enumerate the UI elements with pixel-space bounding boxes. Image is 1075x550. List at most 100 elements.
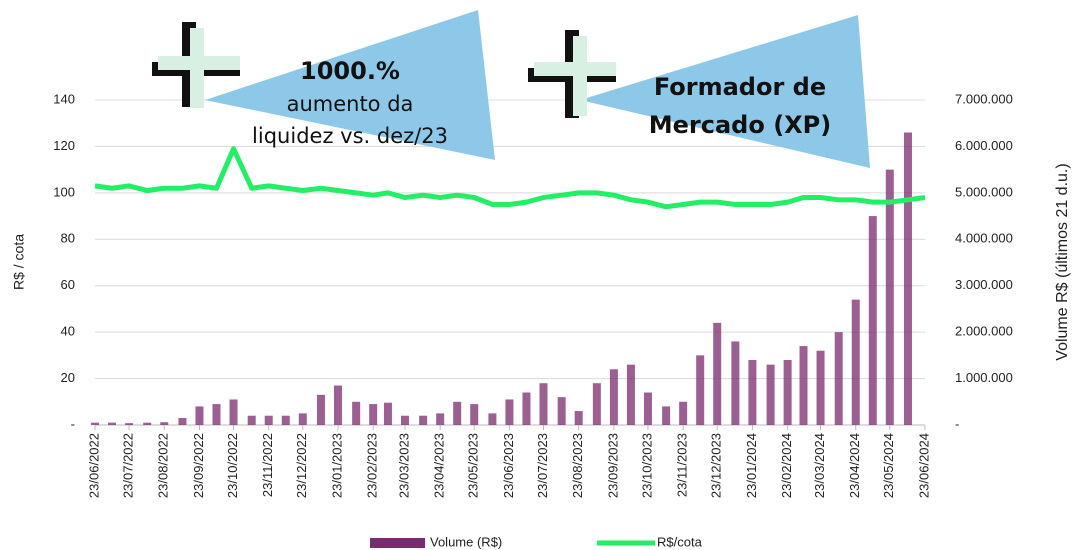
bar: [748, 360, 757, 425]
bar: [696, 355, 705, 425]
bar: [108, 422, 117, 425]
legend-label: R$/cota: [657, 534, 703, 549]
bar: [419, 415, 428, 425]
bar: [626, 364, 635, 425]
x-tick-label: 23/06/2022: [86, 433, 101, 498]
x-tick-label: 23/11/2022: [260, 433, 275, 497]
y2-tick-label: 4.000.000: [955, 231, 1013, 246]
bar: [298, 413, 307, 425]
x-tick-label: 23/06/2024: [916, 433, 931, 498]
bar: [574, 411, 583, 425]
x-tick-label: 23/10/2022: [225, 433, 240, 498]
y-tick-label: 120: [53, 138, 75, 153]
bar: [91, 422, 99, 425]
bar: [195, 406, 204, 425]
legend-label: Volume (R$): [430, 534, 502, 549]
bar: [143, 422, 152, 425]
x-tick-label: 23/04/2023: [432, 433, 447, 498]
annotation: Formador de: [654, 73, 826, 101]
bar: [713, 322, 722, 425]
line: [94, 146, 926, 210]
annotation: Mercado (XP): [649, 111, 831, 139]
bar: [436, 413, 445, 425]
bar: [799, 346, 808, 425]
bar: [400, 415, 409, 425]
y-tick-label: 40: [61, 324, 75, 339]
bar: [125, 423, 134, 425]
bar: [488, 413, 497, 425]
bar: [868, 216, 877, 425]
x-tick-label: 23/09/2023: [605, 433, 620, 498]
x-tick-label: 23/05/2023: [466, 433, 481, 498]
bar: [522, 392, 531, 425]
y2-tick-label: 6.000.000: [955, 138, 1013, 153]
bar: [281, 415, 290, 425]
y2-tick-label: 7.000.000: [955, 91, 1013, 106]
x-tick-label: 23/05/2024: [881, 433, 896, 498]
bar: [662, 406, 671, 425]
y2-axis-title: Volume R$ (últimos 21 d.u.): [1054, 163, 1071, 360]
bar: [247, 415, 256, 425]
bar: [316, 394, 325, 425]
x-tick-label: 23/03/2023: [396, 433, 411, 498]
x-tick-label: 23/01/2024: [744, 433, 759, 498]
bar: [264, 415, 273, 425]
x-tick-label: 23/12/2022: [294, 433, 309, 498]
bar: [834, 332, 843, 425]
bar: [539, 383, 548, 425]
bar: [229, 399, 238, 425]
bar: [160, 422, 169, 425]
x-tick-label: 23/08/2022: [156, 433, 171, 498]
y2-tick-label: 3.000.000: [955, 277, 1013, 292]
bar: [453, 401, 462, 425]
annotation: liquidez vs. dez/23: [252, 124, 448, 148]
bar: [333, 385, 342, 425]
annotation: 1000.%: [300, 57, 400, 85]
y2-tick-label: 5.000.000: [955, 184, 1013, 199]
y-tick-label: 20: [61, 370, 75, 385]
annotation: aumento da: [287, 92, 414, 116]
bar: [505, 399, 514, 425]
bar: [903, 132, 912, 425]
bar: [731, 341, 740, 425]
y2-tick-label: 2.000.000: [955, 324, 1013, 339]
x-tick-label: 23/10/2023: [639, 433, 654, 498]
callout-2: [528, 15, 870, 168]
y-tick-label: 100: [53, 184, 75, 199]
x-tick-label: 23/11/2023: [675, 433, 690, 497]
bar: [783, 360, 792, 425]
x-tick-label: 23/02/2024: [779, 433, 794, 498]
bar: [369, 404, 378, 425]
legend-swatch: [370, 538, 425, 548]
x-tick-label: 23/07/2023: [535, 433, 550, 498]
x-tick-label: 23/03/2024: [812, 433, 827, 498]
bar: [885, 169, 894, 425]
x-tick-label: 23/08/2023: [570, 433, 585, 498]
bar: [679, 401, 688, 425]
y-tick-label: -: [71, 416, 75, 431]
bar: [609, 369, 618, 425]
bar: [816, 350, 825, 425]
x-tick-label: 23/06/2023: [501, 433, 516, 498]
bar: [766, 364, 775, 425]
bar: [178, 418, 187, 425]
x-tick-label: 23/07/2022: [121, 433, 136, 498]
x-tick-label: 23/04/2024: [847, 433, 862, 498]
y-tick-label: 60: [61, 277, 75, 292]
bar: [383, 402, 392, 425]
bar: [851, 299, 860, 425]
x-tick-label: 23/09/2022: [191, 433, 206, 498]
bar: [643, 392, 652, 425]
x-tick-label: 23/12/2023: [709, 433, 724, 498]
y2-tick-label: -: [955, 416, 959, 431]
x-tick-label: 23/01/2023: [329, 433, 344, 498]
y-axis-title: R$ / cota: [11, 234, 27, 290]
bar: [592, 383, 601, 425]
callout-1: [152, 10, 495, 160]
bar: [470, 404, 479, 425]
bar: [352, 401, 361, 425]
y-tick-label: 140: [53, 91, 75, 106]
x-tick-label: 23/02/2023: [365, 433, 380, 498]
y2-tick-label: 1.000.000: [955, 370, 1013, 385]
